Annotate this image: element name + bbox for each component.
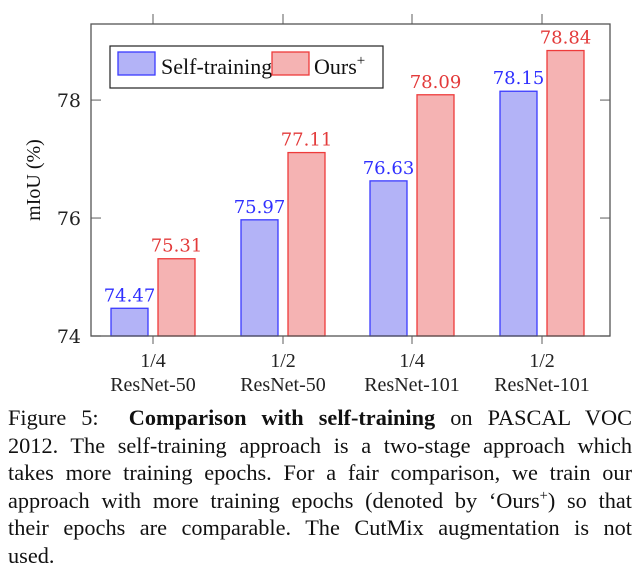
caption-line4-post: ) so that (547, 487, 633, 513)
data-label-self-training-2: 76.63 (363, 158, 415, 179)
legend-label-ours-plus: Ours+ (314, 53, 365, 79)
bar-ours-2 (416, 94, 455, 337)
caption-line1-rest: on PASCAL VOC (450, 405, 633, 430)
bar-self-training-3 (499, 90, 538, 337)
legend-swatch-ours-plus (271, 51, 310, 76)
y-axis-label: mIoU (%) (23, 139, 45, 221)
legend: Self-training Ours+ (109, 45, 384, 89)
x-category-label-line2-2: ResNet-101 (364, 374, 460, 396)
x-category-label-line1-1: 1/2 (270, 350, 296, 372)
bar-ours-3 (546, 49, 585, 337)
legend-label-superscript: + (357, 53, 365, 69)
x-category-label-line1-0: 1/4 (140, 350, 166, 372)
bar-self-training-1 (240, 219, 279, 337)
caption-line4-sup: + (539, 487, 548, 504)
axis-ticks (91, 14, 610, 344)
x-category-labels: 1/4ResNet-501/2ResNet-501/4ResNet-1011/2… (110, 350, 590, 396)
data-label-self-training-1: 75.97 (234, 197, 286, 218)
data-label-ours-1: 77.11 (281, 130, 333, 151)
caption-line-6: used. (8, 542, 55, 568)
y-tick-label-2: 78 (57, 90, 81, 112)
caption-line-4: approach with more training epochs (deno… (8, 487, 632, 515)
figure-label: Figure 5: (8, 405, 99, 430)
data-label-ours-3: 78.84 (540, 28, 592, 49)
x-category-label-line2-3: ResNet-101 (494, 374, 590, 396)
data-labels: 74.47 75.97 76.63 78.15 75.31 77.11 78.09 78.84 (104, 28, 592, 307)
caption-bold-title: Comparison with self-training (128, 405, 436, 430)
x-category-label-line1-2: 1/4 (399, 350, 425, 372)
x-category-label-line2-0: ResNet-50 (110, 374, 196, 396)
legend-label-self-training: Self-training (161, 54, 272, 79)
bar-self-training-0 (110, 307, 149, 337)
y-tick-labels: 74 76 78 (57, 90, 81, 348)
data-label-ours-2: 78.09 (410, 72, 462, 93)
caption-line-3: takes more training epochs. For a fair c… (8, 460, 632, 485)
legend-swatch-self-training (117, 51, 156, 76)
bar-ours-0 (157, 258, 196, 337)
caption-line4-pre: approach with more training epochs (deno… (8, 487, 540, 513)
caption-line-5: their epochs are comparable. The CutMix … (8, 515, 632, 540)
figure-caption: Figure 5: Comparison with self-training … (8, 404, 632, 569)
bar-self-training-2 (369, 180, 408, 337)
x-category-label-line2-1: ResNet-50 (240, 374, 326, 396)
bars (110, 49, 585, 337)
bar-ours-1 (287, 151, 326, 337)
data-label-self-training-3: 78.15 (493, 68, 545, 89)
y-tick-label-1: 76 (57, 208, 81, 230)
data-label-self-training-0: 74.47 (104, 285, 156, 306)
plot-frame (90, 23, 611, 337)
x-category-label-line1-3: 1/2 (529, 350, 555, 372)
data-label-ours-0: 75.31 (151, 236, 203, 257)
caption-line-1: Figure 5: Comparison with self-training … (8, 404, 632, 432)
caption-line-2: 2012. The self-training approach is a tw… (8, 432, 632, 458)
y-tick-label-0: 74 (57, 326, 81, 348)
